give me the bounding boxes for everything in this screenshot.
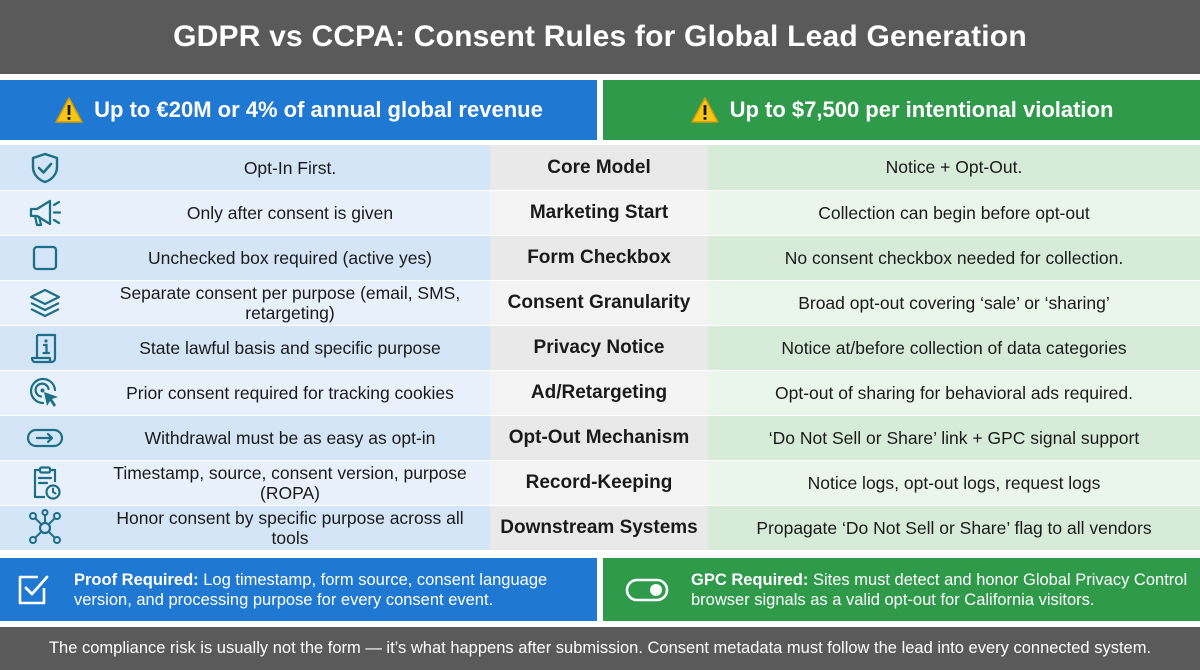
ccpa-gpc-body: Sites must detect and honor Global Priva… bbox=[691, 570, 1188, 609]
info-scroll-icon bbox=[0, 326, 90, 370]
gdpr-cell: Honor consent by specific purpose across… bbox=[90, 506, 490, 550]
gdpr-cell: Timestamp, source, consent version, purp… bbox=[90, 461, 490, 505]
gdpr-proof-label: Proof Required: bbox=[74, 570, 199, 589]
ccpa-gpc-label: GPC Required: bbox=[691, 570, 809, 589]
toggle-switch-icon bbox=[625, 577, 669, 603]
megaphone-icon bbox=[0, 191, 90, 235]
gdpr-penalty-header: Up to €20M or 4% of annual global revenu… bbox=[0, 80, 597, 140]
gdpr-cell: Separate consent per purpose (email, SMS… bbox=[90, 281, 490, 325]
ccpa-cell: Broad opt-out covering ‘sale’ or ‘sharin… bbox=[708, 281, 1200, 325]
ccpa-cell: No consent checkbox needed for collectio… bbox=[708, 236, 1200, 280]
ccpa-cell: ‘Do Not Sell or Share’ link + GPC signal… bbox=[708, 416, 1200, 460]
ccpa-gpc-text: GPC Required: Sites must detect and hono… bbox=[691, 570, 1200, 610]
gdpr-proof-body: Log timestamp, form source, consent lang… bbox=[74, 570, 548, 609]
topic-label: Consent Granularity bbox=[490, 281, 708, 325]
ccpa-cell: Opt-out of sharing for behavioral ads re… bbox=[708, 371, 1200, 415]
page-title: GDPR vs CCPA: Consent Rules for Global L… bbox=[0, 0, 1200, 74]
target-cursor-icon bbox=[0, 371, 90, 415]
topic-label: Marketing Start bbox=[490, 191, 708, 235]
topic-label: Record-Keeping bbox=[490, 461, 708, 505]
checkbox-checked-icon bbox=[14, 571, 52, 609]
table-row: Honor consent by specific purpose across… bbox=[0, 505, 1200, 550]
ccpa-cell: Collection can begin before opt-out bbox=[708, 191, 1200, 235]
gdpr-cell: Opt-In First. bbox=[90, 145, 490, 190]
table-row: Unchecked box required (active yes) Form… bbox=[0, 235, 1200, 280]
ccpa-gpc-box: GPC Required: Sites must detect and hono… bbox=[603, 558, 1200, 621]
table-row: State lawful basis and specific purpose … bbox=[0, 325, 1200, 370]
gdpr-penalty-text: Up to €20M or 4% of annual global revenu… bbox=[94, 97, 543, 122]
layers-icon bbox=[0, 281, 90, 325]
gdpr-cell: Only after consent is given bbox=[90, 191, 490, 235]
table-row: Timestamp, source, consent version, purp… bbox=[0, 460, 1200, 505]
clipboard-clock-icon bbox=[0, 461, 90, 505]
topic-label: Core Model bbox=[490, 145, 708, 190]
table-row: Withdrawal must be as easy as opt-in Opt… bbox=[0, 415, 1200, 460]
ccpa-cell: Notice logs, opt-out logs, request logs bbox=[708, 461, 1200, 505]
gdpr-cell: Unchecked box required (active yes) bbox=[90, 236, 490, 280]
gdpr-cell: Prior consent required for tracking cook… bbox=[90, 371, 490, 415]
bottom-note: The compliance risk is usually not the f… bbox=[0, 627, 1200, 670]
gdpr-cell: Withdrawal must be as easy as opt-in bbox=[90, 416, 490, 460]
ccpa-penalty-text: Up to $7,500 per intentional violation bbox=[729, 97, 1114, 122]
ccpa-cell: Notice at/before collection of data cate… bbox=[708, 326, 1200, 370]
topic-label: Opt-Out Mechanism bbox=[490, 416, 708, 460]
ccpa-cell: Notice + Opt-Out. bbox=[708, 145, 1200, 190]
warning-icon bbox=[690, 96, 720, 124]
table-row: Only after consent is given Marketing St… bbox=[0, 190, 1200, 235]
warning-icon bbox=[54, 96, 84, 124]
topic-label: Form Checkbox bbox=[490, 236, 708, 280]
ccpa-cell: Propagate ‘Do Not Sell or Share’ flag to… bbox=[708, 506, 1200, 550]
topic-label: Privacy Notice bbox=[490, 326, 708, 370]
shield-check-icon bbox=[0, 145, 90, 190]
toggle-arrow-icon bbox=[0, 416, 90, 460]
topic-label: Downstream Systems bbox=[490, 506, 708, 550]
ccpa-penalty-header: Up to $7,500 per intentional violation bbox=[603, 80, 1200, 140]
table-row: Separate consent per purpose (email, SMS… bbox=[0, 280, 1200, 325]
table-row: Prior consent required for tracking cook… bbox=[0, 370, 1200, 415]
gdpr-proof-box: Proof Required: Log timestamp, form sour… bbox=[0, 558, 597, 621]
table-row: Opt-In First. Core Model Notice + Opt-Ou… bbox=[0, 145, 1200, 190]
gdpr-proof-text: Proof Required: Log timestamp, form sour… bbox=[74, 570, 597, 610]
checkbox-icon bbox=[0, 236, 90, 280]
topic-label: Ad/Retargeting bbox=[490, 371, 708, 415]
network-icon bbox=[0, 506, 90, 550]
gdpr-cell: State lawful basis and specific purpose bbox=[90, 326, 490, 370]
comparison-table: Opt-In First. Core Model Notice + Opt-Ou… bbox=[0, 145, 1200, 550]
